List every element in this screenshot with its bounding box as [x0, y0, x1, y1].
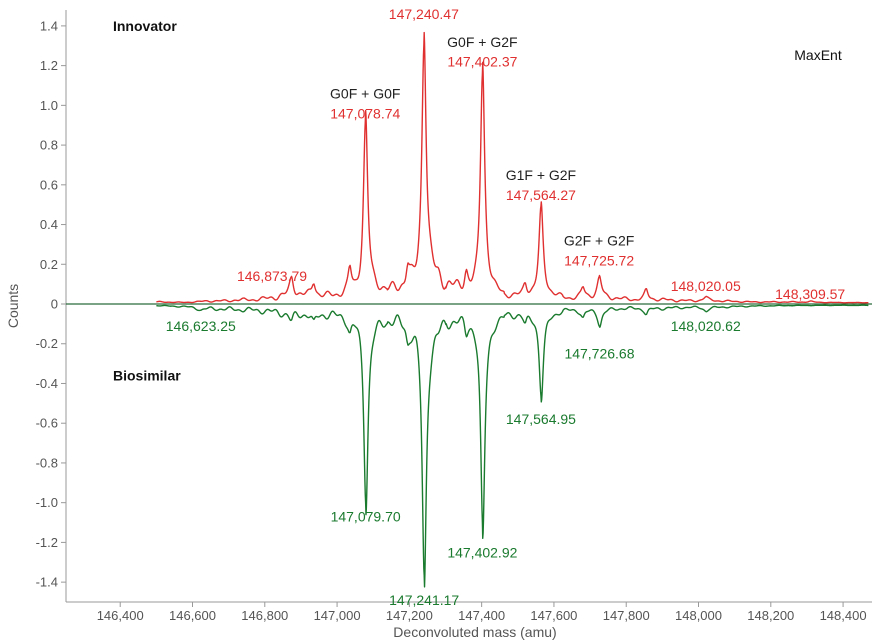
axes: 1.4 1.2 1.0 0.8 0.6 0.4 0.2 0 -0.2 -0.4 -0.6 -0.8 -1… — [36, 10, 872, 623]
x-tick-label: 146,600 — [169, 608, 216, 623]
y-tick-label: 0.8 — [40, 138, 58, 153]
y-tick-label: 1.2 — [40, 58, 58, 73]
y-tick-label: 1.4 — [40, 18, 58, 33]
x-tick-label: 148,200 — [747, 608, 794, 623]
x-axis-title: Deconvoluted mass (amu) — [393, 624, 556, 640]
peak-mass-label: 148,309.57 — [775, 286, 845, 302]
peak-mass-label: 147,402.37 — [447, 54, 517, 70]
glycan-label: G0F + G1F — [389, 0, 459, 2]
peak-mass-label: 147,564.27 — [506, 187, 576, 203]
y-axis-title: Counts — [5, 284, 21, 328]
y-tick-label: -0.2 — [36, 336, 58, 351]
x-tick-label: 146,400 — [97, 608, 144, 623]
peak-mass-label: 147,402.92 — [447, 544, 517, 560]
x-tick-label: 147,000 — [314, 608, 361, 623]
y-tick-label: 0.2 — [40, 257, 58, 272]
label-layer: Innovator Biosimilar G0F + G0F G0F + G1F G0F… — [113, 0, 845, 608]
x-tick-label: 147,600 — [530, 608, 577, 623]
peak-mass-label: 148,020.05 — [671, 278, 741, 294]
glycan-label: G0F + G0F — [330, 85, 400, 101]
y-tick-label: -1.2 — [36, 535, 58, 550]
y-tick-label: 0.4 — [40, 217, 58, 232]
glycan-label: G1F + G2F — [506, 167, 576, 183]
group-label: Innovator — [113, 18, 177, 34]
peak-mass-label: 147,079.70 — [331, 509, 401, 525]
x-tick-label: 147,800 — [603, 608, 650, 623]
y-tick-label: -0.8 — [36, 455, 58, 470]
peak-mass-label: 147,726.68 — [564, 346, 634, 362]
x-tick-label: 148,400 — [820, 608, 867, 623]
x-tick-label: 146,800 — [241, 608, 288, 623]
series-layer — [156, 31, 869, 588]
method-label: MaxEnt — [794, 47, 842, 63]
y-tick-label: -1.0 — [36, 495, 58, 510]
x-tick-label: 147,200 — [386, 608, 433, 623]
peak-mass-label: 147,240.47 — [389, 6, 459, 22]
series-line-innovator — [156, 31, 869, 304]
peak-mass-label: 148,020.62 — [671, 318, 741, 334]
y-tick-label: 1.0 — [40, 98, 58, 113]
y-ticks: 1.4 1.2 1.0 0.8 0.6 0.4 0.2 0 -0.2 -0.4 -0.6 -0.8 -1… — [36, 18, 66, 590]
x-ticks: 146,400 146,600 146,800 147,000 147,200 147,4… — [97, 602, 867, 623]
x-tick-label: 147,400 — [458, 608, 505, 623]
peak-mass-label: 146,873.79 — [237, 268, 307, 284]
y-tick-label: -0.6 — [36, 416, 58, 431]
group-label: Biosimilar — [113, 368, 181, 384]
peak-mass-label: 147,241.17 — [389, 592, 459, 608]
series-line-biosimilar — [156, 304, 869, 588]
y-tick-label: 0.6 — [40, 177, 58, 192]
peak-mass-label: 146,623.25 — [166, 318, 236, 334]
y-tick-label: 0 — [51, 297, 58, 312]
y-tick-label: -1.4 — [36, 575, 58, 590]
peak-mass-label: 147,725.72 — [564, 252, 634, 268]
peak-mass-label: 147,078.74 — [330, 105, 400, 121]
peak-mass-label: 147,564.95 — [506, 411, 576, 427]
glycan-label: G0F + G2F — [447, 34, 517, 50]
y-tick-label: -0.4 — [36, 376, 58, 391]
glycan-label: G2F + G2F — [564, 232, 634, 248]
x-tick-label: 148,000 — [675, 608, 722, 623]
